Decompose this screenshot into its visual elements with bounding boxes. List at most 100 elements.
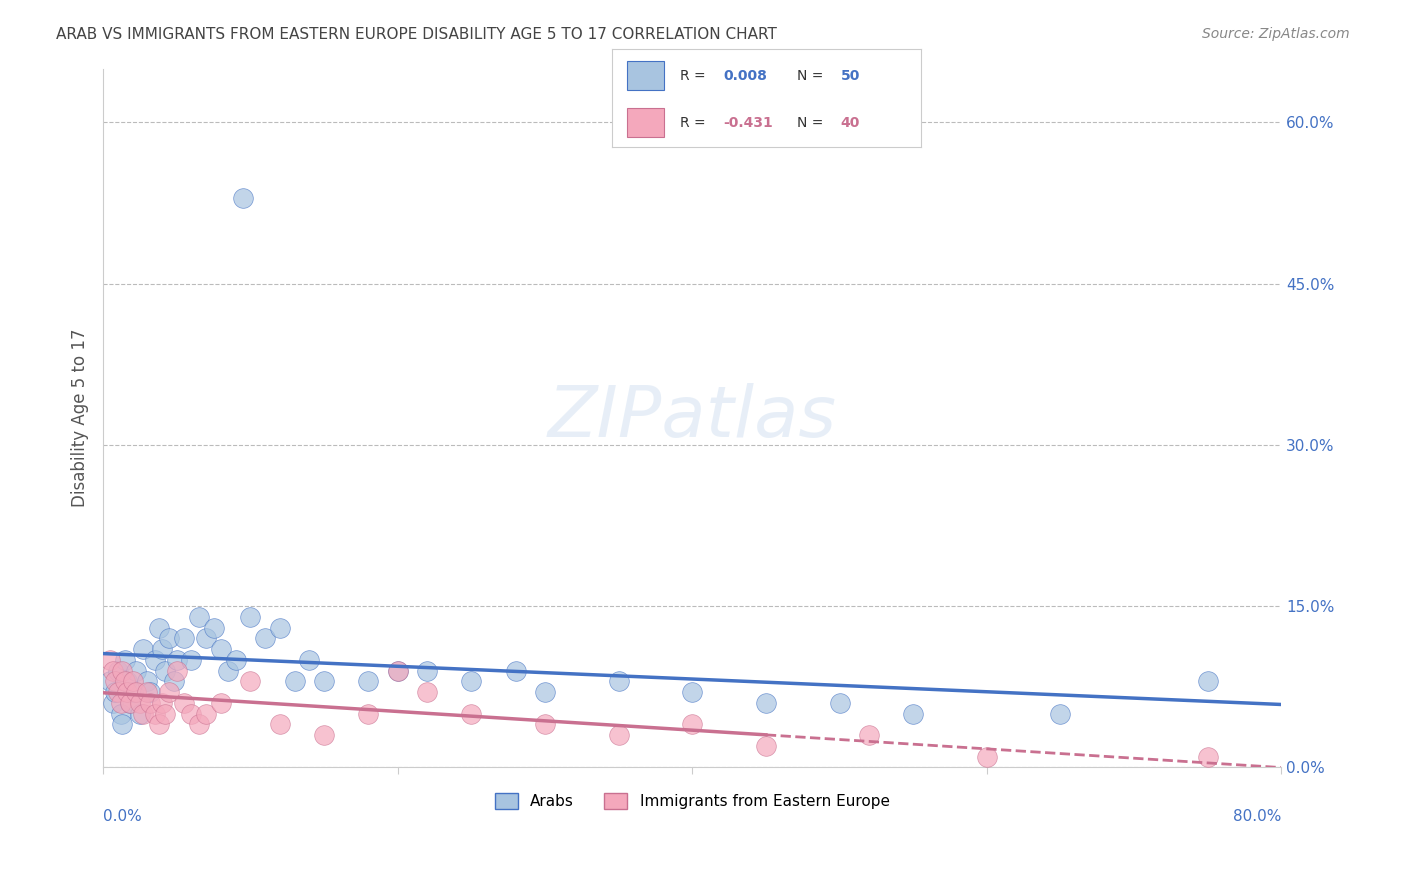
Point [607, 728, 630, 742]
Point [312, 728, 335, 742]
Point [195, 706, 218, 721]
Point [505, 664, 527, 678]
Point [681, 717, 703, 731]
Point [129, 706, 152, 721]
Point [100, 674, 122, 689]
Point [114, 653, 136, 667]
Point [107, 664, 129, 678]
Point [110, 706, 132, 721]
Point [284, 674, 307, 689]
Text: 0.008: 0.008 [723, 69, 766, 83]
Point [139, 696, 162, 710]
Point [1049, 706, 1071, 721]
Point [103, 696, 125, 710]
Point [103, 664, 125, 678]
Point [357, 706, 380, 721]
Point [202, 620, 225, 634]
Point [180, 706, 202, 721]
Point [269, 620, 291, 634]
Point [387, 664, 409, 678]
Point [460, 706, 482, 721]
Point [1197, 674, 1219, 689]
Point [111, 664, 134, 678]
Point [187, 609, 209, 624]
Point [153, 706, 176, 721]
Point [132, 706, 155, 721]
Point [136, 674, 159, 689]
Point [136, 685, 159, 699]
Text: N =: N = [797, 116, 828, 129]
Text: Source: ZipAtlas.com: Source: ZipAtlas.com [1202, 27, 1350, 41]
Point [121, 685, 143, 699]
Point [534, 685, 557, 699]
Point [269, 717, 291, 731]
Point [104, 674, 127, 689]
FancyBboxPatch shape [627, 108, 664, 137]
Point [148, 620, 170, 634]
FancyBboxPatch shape [627, 61, 664, 90]
Point [239, 609, 262, 624]
Text: R =: R = [679, 69, 710, 83]
Point [104, 685, 127, 699]
Y-axis label: Disability Age 5 to 17: Disability Age 5 to 17 [72, 328, 89, 508]
Point [312, 674, 335, 689]
Point [534, 717, 557, 731]
Point [828, 696, 851, 710]
Point [115, 674, 138, 689]
Point [858, 728, 880, 742]
Point [129, 696, 152, 710]
Point [239, 674, 262, 689]
Point [755, 739, 778, 753]
Point [976, 749, 998, 764]
Text: 40: 40 [841, 116, 860, 129]
Legend: Arabs, Immigrants from Eastern Europe: Arabs, Immigrants from Eastern Europe [489, 788, 896, 815]
Text: 80.0%: 80.0% [1233, 809, 1281, 824]
Point [153, 664, 176, 678]
Point [110, 696, 132, 710]
Point [416, 685, 439, 699]
Point [107, 685, 129, 699]
Point [115, 685, 138, 699]
Point [232, 190, 254, 204]
Point [132, 642, 155, 657]
Point [157, 632, 180, 646]
Point [166, 653, 188, 667]
Point [755, 696, 778, 710]
Point [114, 674, 136, 689]
Point [139, 685, 162, 699]
Point [607, 674, 630, 689]
Point [217, 664, 239, 678]
Point [254, 632, 277, 646]
Point [124, 685, 146, 699]
Point [460, 674, 482, 689]
Point [148, 717, 170, 731]
Point [195, 632, 218, 646]
Point [416, 664, 439, 678]
Point [1197, 749, 1219, 764]
Point [173, 632, 195, 646]
Point [124, 664, 146, 678]
Text: ARAB VS IMMIGRANTS FROM EASTERN EUROPE DISABILITY AGE 5 TO 17 CORRELATION CHART: ARAB VS IMMIGRANTS FROM EASTERN EUROPE D… [56, 27, 778, 42]
Point [166, 664, 188, 678]
Text: -0.431: -0.431 [723, 116, 773, 129]
Text: N =: N = [797, 69, 828, 83]
Point [298, 653, 321, 667]
Point [150, 642, 173, 657]
Point [209, 642, 232, 657]
Point [150, 696, 173, 710]
Point [143, 653, 166, 667]
Point [118, 696, 141, 710]
Point [187, 717, 209, 731]
Point [209, 696, 232, 710]
Point [163, 674, 186, 689]
Point [387, 664, 409, 678]
Text: ZIPatlas: ZIPatlas [548, 384, 837, 452]
Point [100, 653, 122, 667]
Text: 50: 50 [841, 69, 860, 83]
Text: 0.0%: 0.0% [103, 809, 142, 824]
Text: R =: R = [679, 116, 710, 129]
Point [901, 706, 924, 721]
Point [143, 706, 166, 721]
Point [681, 685, 703, 699]
Point [118, 696, 141, 710]
